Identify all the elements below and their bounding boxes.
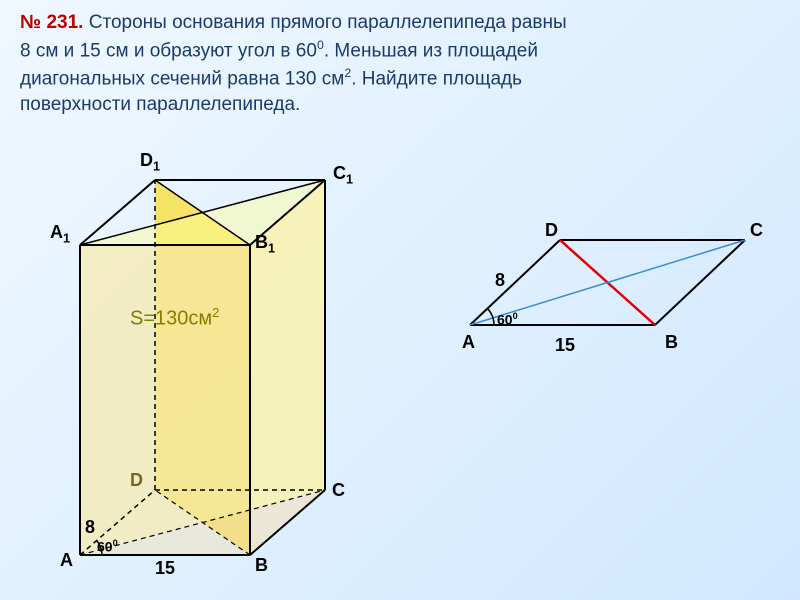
label-side8-2d: 8 — [495, 270, 505, 291]
parallelogram-2d — [0, 0, 800, 600]
label-C-2d: C — [750, 220, 763, 241]
label-angle-2d: 600 — [497, 311, 518, 328]
label-side15-2d: 15 — [555, 335, 575, 356]
label-D-2d: D — [545, 220, 558, 241]
label-B-2d: B — [665, 332, 678, 353]
label-A-2d: A — [462, 332, 475, 353]
